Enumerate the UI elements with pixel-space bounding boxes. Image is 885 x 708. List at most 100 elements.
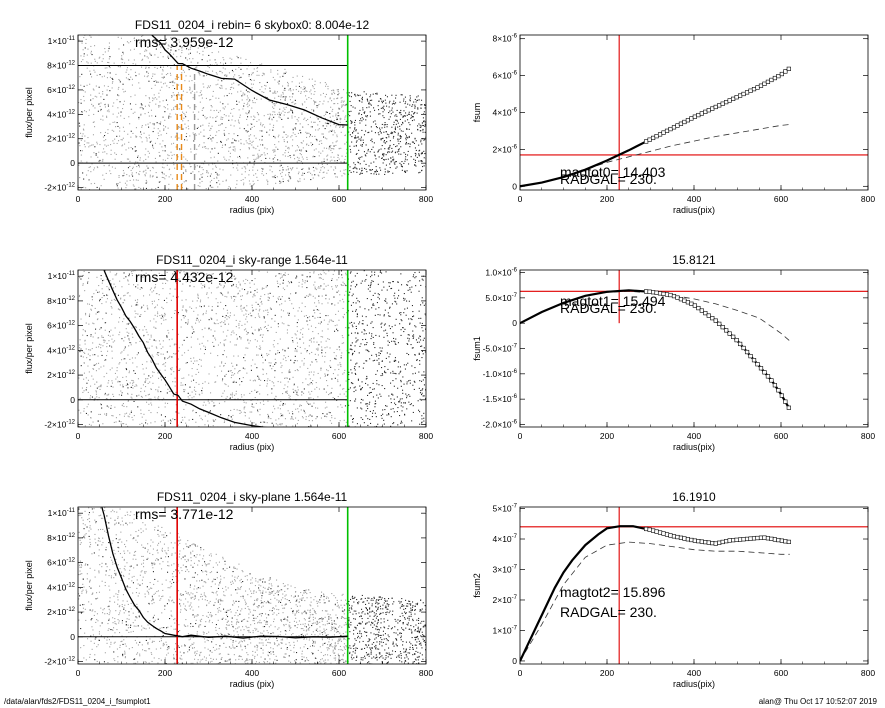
data-point [132, 384, 134, 386]
data-point [198, 364, 200, 366]
data-point [289, 369, 291, 371]
data-point [335, 126, 337, 128]
data-point [335, 167, 337, 169]
data-point [400, 109, 402, 111]
data-point [296, 156, 298, 158]
data-point [80, 412, 82, 414]
data-point [122, 53, 124, 55]
data-point [339, 117, 341, 119]
data-point [339, 364, 341, 366]
data-point [356, 171, 358, 173]
data-point [375, 403, 377, 405]
data-point [277, 282, 279, 284]
data-point [251, 304, 253, 306]
data-point [172, 273, 174, 275]
data-point [83, 270, 85, 272]
data-point [118, 112, 120, 114]
data-point [132, 380, 134, 382]
data-point [261, 130, 263, 132]
data-point [167, 127, 169, 129]
data-point [412, 330, 414, 332]
data-point [267, 330, 269, 332]
data-point [371, 307, 373, 309]
data-point [320, 274, 322, 276]
data-point [313, 341, 315, 343]
data-point [121, 57, 123, 59]
data-point [397, 424, 399, 426]
data-point [163, 177, 165, 179]
data-point [100, 386, 102, 388]
data-point [156, 81, 158, 83]
data-point [219, 322, 221, 324]
data-point [411, 286, 413, 288]
data-point [324, 415, 326, 417]
data-point [237, 91, 239, 93]
data-point [412, 347, 414, 349]
data-point [98, 346, 100, 348]
data-point [229, 370, 231, 372]
data-point [258, 155, 260, 157]
data-point [208, 281, 210, 283]
data-point [167, 402, 169, 404]
data-point [259, 139, 261, 141]
data-point [153, 80, 155, 82]
data-point [406, 395, 408, 397]
data-point [333, 103, 335, 105]
data-point [224, 106, 226, 108]
data-point [208, 319, 210, 321]
data-point [382, 413, 384, 415]
data-point [202, 284, 204, 286]
data-point [131, 108, 133, 110]
data-point [135, 127, 137, 129]
data-point [297, 132, 299, 134]
data-point [179, 148, 181, 150]
data-point [280, 298, 282, 300]
data-point [414, 381, 416, 383]
data-point [119, 81, 121, 83]
data-point [209, 129, 211, 131]
data-point [276, 102, 278, 104]
data-point [204, 47, 206, 49]
data-point [345, 421, 347, 423]
data-point [367, 418, 369, 420]
data-point [88, 323, 90, 325]
data-point [106, 414, 108, 416]
data-point [134, 316, 136, 318]
data-point [106, 77, 108, 79]
data-point [329, 347, 331, 349]
data-point [83, 95, 85, 97]
data-point [102, 151, 104, 153]
data-point [314, 388, 316, 390]
data-point [373, 107, 375, 109]
data-point [231, 372, 233, 374]
data-point [368, 392, 370, 394]
data-point [110, 149, 112, 151]
data-point [242, 307, 244, 309]
data-point [138, 174, 140, 176]
data-point [183, 391, 185, 393]
data-point [400, 334, 402, 336]
data-point [354, 400, 356, 402]
data-point [218, 180, 220, 182]
data-point [222, 354, 224, 356]
data-point [108, 109, 110, 111]
data-point [189, 48, 191, 50]
data-point [109, 345, 111, 347]
data-point [336, 348, 338, 350]
data-point [241, 288, 243, 290]
data-point [199, 415, 201, 417]
data-point [266, 285, 268, 287]
data-point [244, 166, 246, 168]
data-point [384, 173, 386, 175]
data-point [154, 396, 156, 398]
data-point [194, 360, 196, 362]
data-point [138, 118, 140, 120]
data-point [383, 286, 385, 288]
data-point [266, 383, 268, 385]
data-point [154, 286, 156, 288]
data-point [279, 182, 281, 184]
data-point [419, 360, 421, 362]
data-point [184, 315, 186, 317]
data-point [203, 410, 205, 412]
data-point [351, 354, 353, 356]
